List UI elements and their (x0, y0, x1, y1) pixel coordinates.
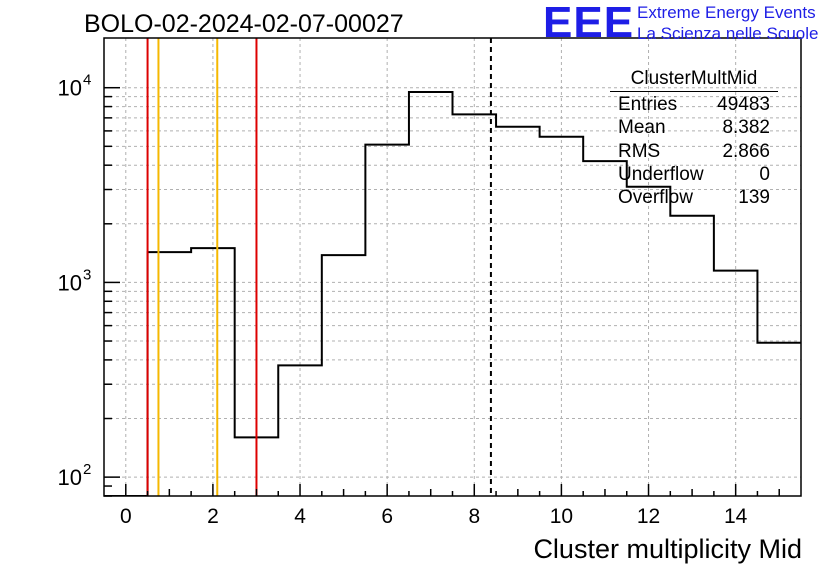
stats-row-entries: Entries 49483 (610, 94, 778, 117)
x-tick-label: 14 (724, 505, 748, 528)
histogram-bin (496, 127, 540, 496)
logo-line-1: Extreme Energy Events (637, 3, 816, 22)
stats-value: 2.866 (722, 140, 770, 162)
stats-value: 8.382 (722, 117, 770, 139)
y-tick-label: 10 (58, 76, 82, 101)
stats-label: Mean (618, 117, 666, 139)
stats-row-overflow: Overflow 139 (610, 187, 778, 210)
stats-row-underflow: Underflow 0 (610, 164, 778, 187)
histogram-bin (278, 365, 322, 496)
y-tick-exponent: 4 (83, 72, 91, 89)
histogram-bin (540, 137, 584, 496)
x-tick-label: 2 (207, 505, 219, 528)
histogram-bin (714, 271, 758, 496)
y-tick-label: 10 (58, 465, 82, 490)
stats-value: 49483 (717, 94, 770, 115)
histogram-outline (104, 91, 801, 496)
stats-value: 139 (738, 187, 770, 209)
stats-label: Overflow (618, 187, 693, 209)
x-tick-label: 12 (637, 505, 660, 528)
stats-title: ClusterMultMid (610, 68, 778, 92)
stats-label: RMS (618, 140, 661, 162)
chart-title: BOLO-02-2024-02-07-00027 (84, 10, 404, 38)
histogram-bin (191, 248, 235, 496)
x-tick-label: 6 (381, 505, 393, 528)
x-tick-label: 8 (468, 505, 480, 528)
histogram-bin (365, 145, 409, 496)
histogram-bin (148, 252, 192, 496)
histogram-bin (670, 216, 714, 496)
x-axis-label: Cluster multiplicity Mid (533, 534, 802, 564)
stats-value: 0 (759, 163, 770, 185)
histogram-bin (627, 187, 671, 496)
y-tick-label: 10 (58, 270, 82, 295)
logo-line-2: La Scienza nelle Scuole (637, 24, 819, 43)
x-tick-label: 10 (550, 505, 573, 528)
stats-box: ClusterMultMid Entries 49483 Mean 8.382 … (610, 68, 778, 210)
stats-row-rms: RMS 2.866 (610, 141, 778, 164)
histogram-bin (583, 161, 627, 496)
histogram-bin (322, 255, 366, 496)
y-tick-exponent: 2 (83, 461, 91, 478)
x-tick-label: 4 (294, 505, 306, 528)
stats-label: Underflow (618, 163, 704, 185)
histogram-bin (453, 114, 497, 496)
stats-label: Entries (618, 94, 678, 115)
y-tick-exponent: 3 (83, 266, 91, 283)
histogram-bin (757, 343, 801, 496)
stats-row-mean: Mean 8.382 (610, 117, 778, 140)
eee-logo: EEE (543, 0, 635, 47)
x-tick-label: 0 (120, 505, 132, 528)
histogram-bin (409, 92, 453, 496)
